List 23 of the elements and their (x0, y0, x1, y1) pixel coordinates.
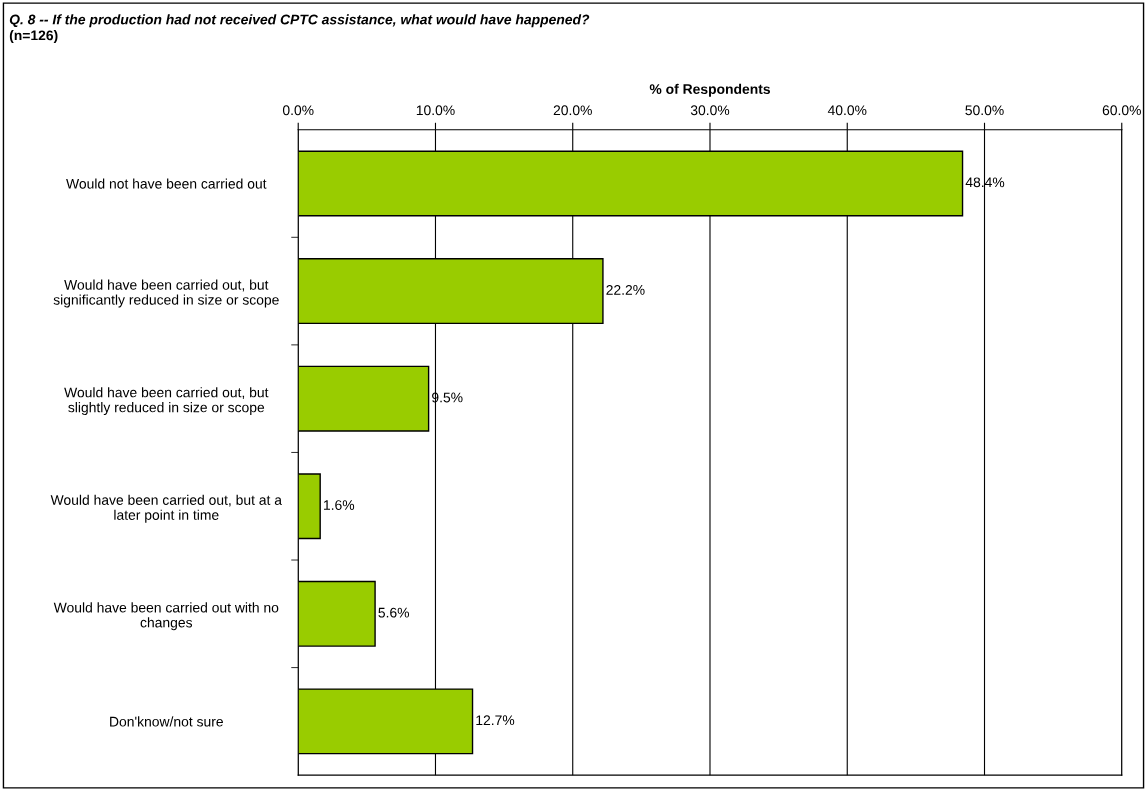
x-tick-label: 50.0% (965, 105, 1004, 116)
x-tick-label: 10.0% (416, 105, 455, 116)
x-tick-label: 40.0% (827, 105, 867, 116)
x-tick-label: 0.0% (282, 105, 314, 116)
data-label: 5.6% (378, 607, 410, 618)
x-tick-label: 60.0% (1102, 105, 1141, 116)
data-label: 12.7% (476, 715, 515, 726)
data-label: 22.2% (606, 284, 645, 295)
y-tick-label: Would have been carried out with no changes (53, 602, 279, 631)
y-tick-label: Would have been carried out, but slightly reduced in size or scope (64, 387, 269, 416)
x-tick-label: 20.0% (553, 105, 592, 116)
bar (298, 365, 430, 432)
y-tick-label: Would have been carried out, but at a later point in time (50, 494, 282, 523)
x-axis-title: % of Respondents (649, 83, 770, 97)
y-tick-label: Would have been carried out, but significantly reduced in size or scope (53, 279, 279, 308)
data-label: 1.6% (324, 500, 355, 510)
y-tick-label: Don'know/not sure (110, 716, 223, 727)
bar (298, 580, 376, 647)
x-tick-label: 30.0% (690, 105, 730, 116)
bar (298, 473, 321, 540)
y-tick-label: Would not have been carried out (66, 178, 267, 189)
text: (n=126) (9, 30, 58, 44)
chart-title: Q. 8 -- If the production had not received CPTC assistance, what would have happened? (9, 14, 590, 28)
